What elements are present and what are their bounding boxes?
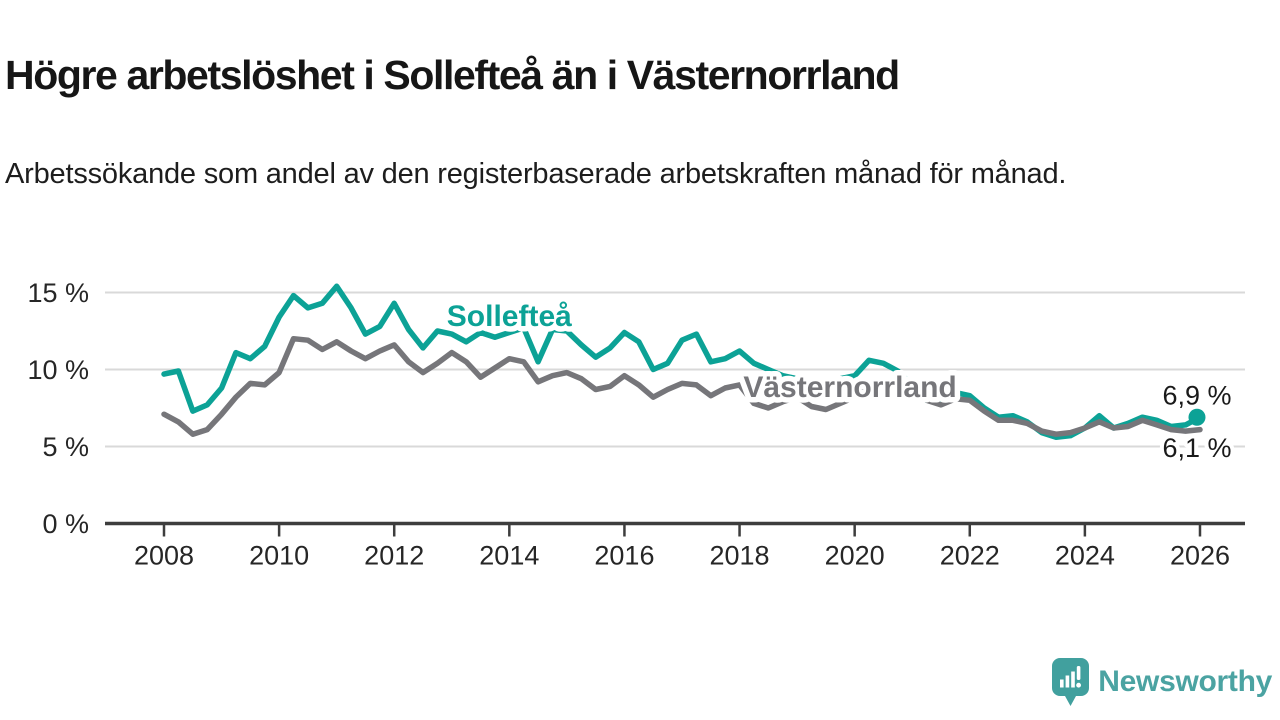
annotation-layer: Sollefteå Västernorrland 6,9 % 6,1 %	[441, 295, 1235, 467]
x-tick-label: 2022	[940, 541, 1000, 571]
y-tick-label: 5 %	[42, 432, 89, 462]
end-value-label-västernorrland: 6,1 %	[1162, 433, 1231, 463]
newsworthy-logo-text: Newsworthy	[1098, 665, 1272, 698]
x-tick-label: 2010	[249, 541, 309, 571]
end-value-label-sollefteå: 6,9 %	[1162, 381, 1231, 411]
grid-layer	[105, 291, 1245, 448]
series-line-västernorrland	[161, 335, 1203, 437]
x-tick-label: 2024	[1055, 541, 1115, 571]
y-tick-label: 10 %	[27, 355, 89, 385]
axis-layer: 0 % 5 % 10 % 15 % 2008 2010 2012 2014 2016 2018 20…	[27, 278, 1245, 571]
x-tick-label: 2012	[364, 541, 424, 571]
bar-chart-glyph	[1060, 666, 1082, 688]
newsworthy-logo: Newsworthy	[1052, 658, 1272, 706]
x-tick-label: 2008	[134, 541, 194, 571]
x-tick-label: 2014	[479, 541, 539, 571]
end-point-dot	[1188, 408, 1206, 426]
x-tick-label: 2020	[825, 541, 885, 571]
series-line-sollefteå	[161, 283, 1203, 441]
speech-bubble-shape	[1052, 658, 1090, 706]
y-tick-label: 0 %	[42, 509, 89, 539]
series-label-sollefteå: Sollefteå	[447, 300, 572, 333]
chart-title: Högre arbetslöshet i Sollefteå än i Väst…	[5, 52, 900, 99]
series-label-västernorrland: Västernorrland	[743, 371, 956, 404]
x-tick-label: 2016	[594, 541, 654, 571]
x-tick-label: 2018	[710, 541, 770, 571]
series-layer	[161, 283, 1203, 441]
y-tick-label: 15 %	[27, 278, 89, 308]
chart-subtitle: Arbetssökande som andel av den registerb…	[5, 158, 1067, 190]
x-tick-label: 2026	[1170, 541, 1230, 571]
newsworthy-logo-icon	[1052, 658, 1090, 706]
